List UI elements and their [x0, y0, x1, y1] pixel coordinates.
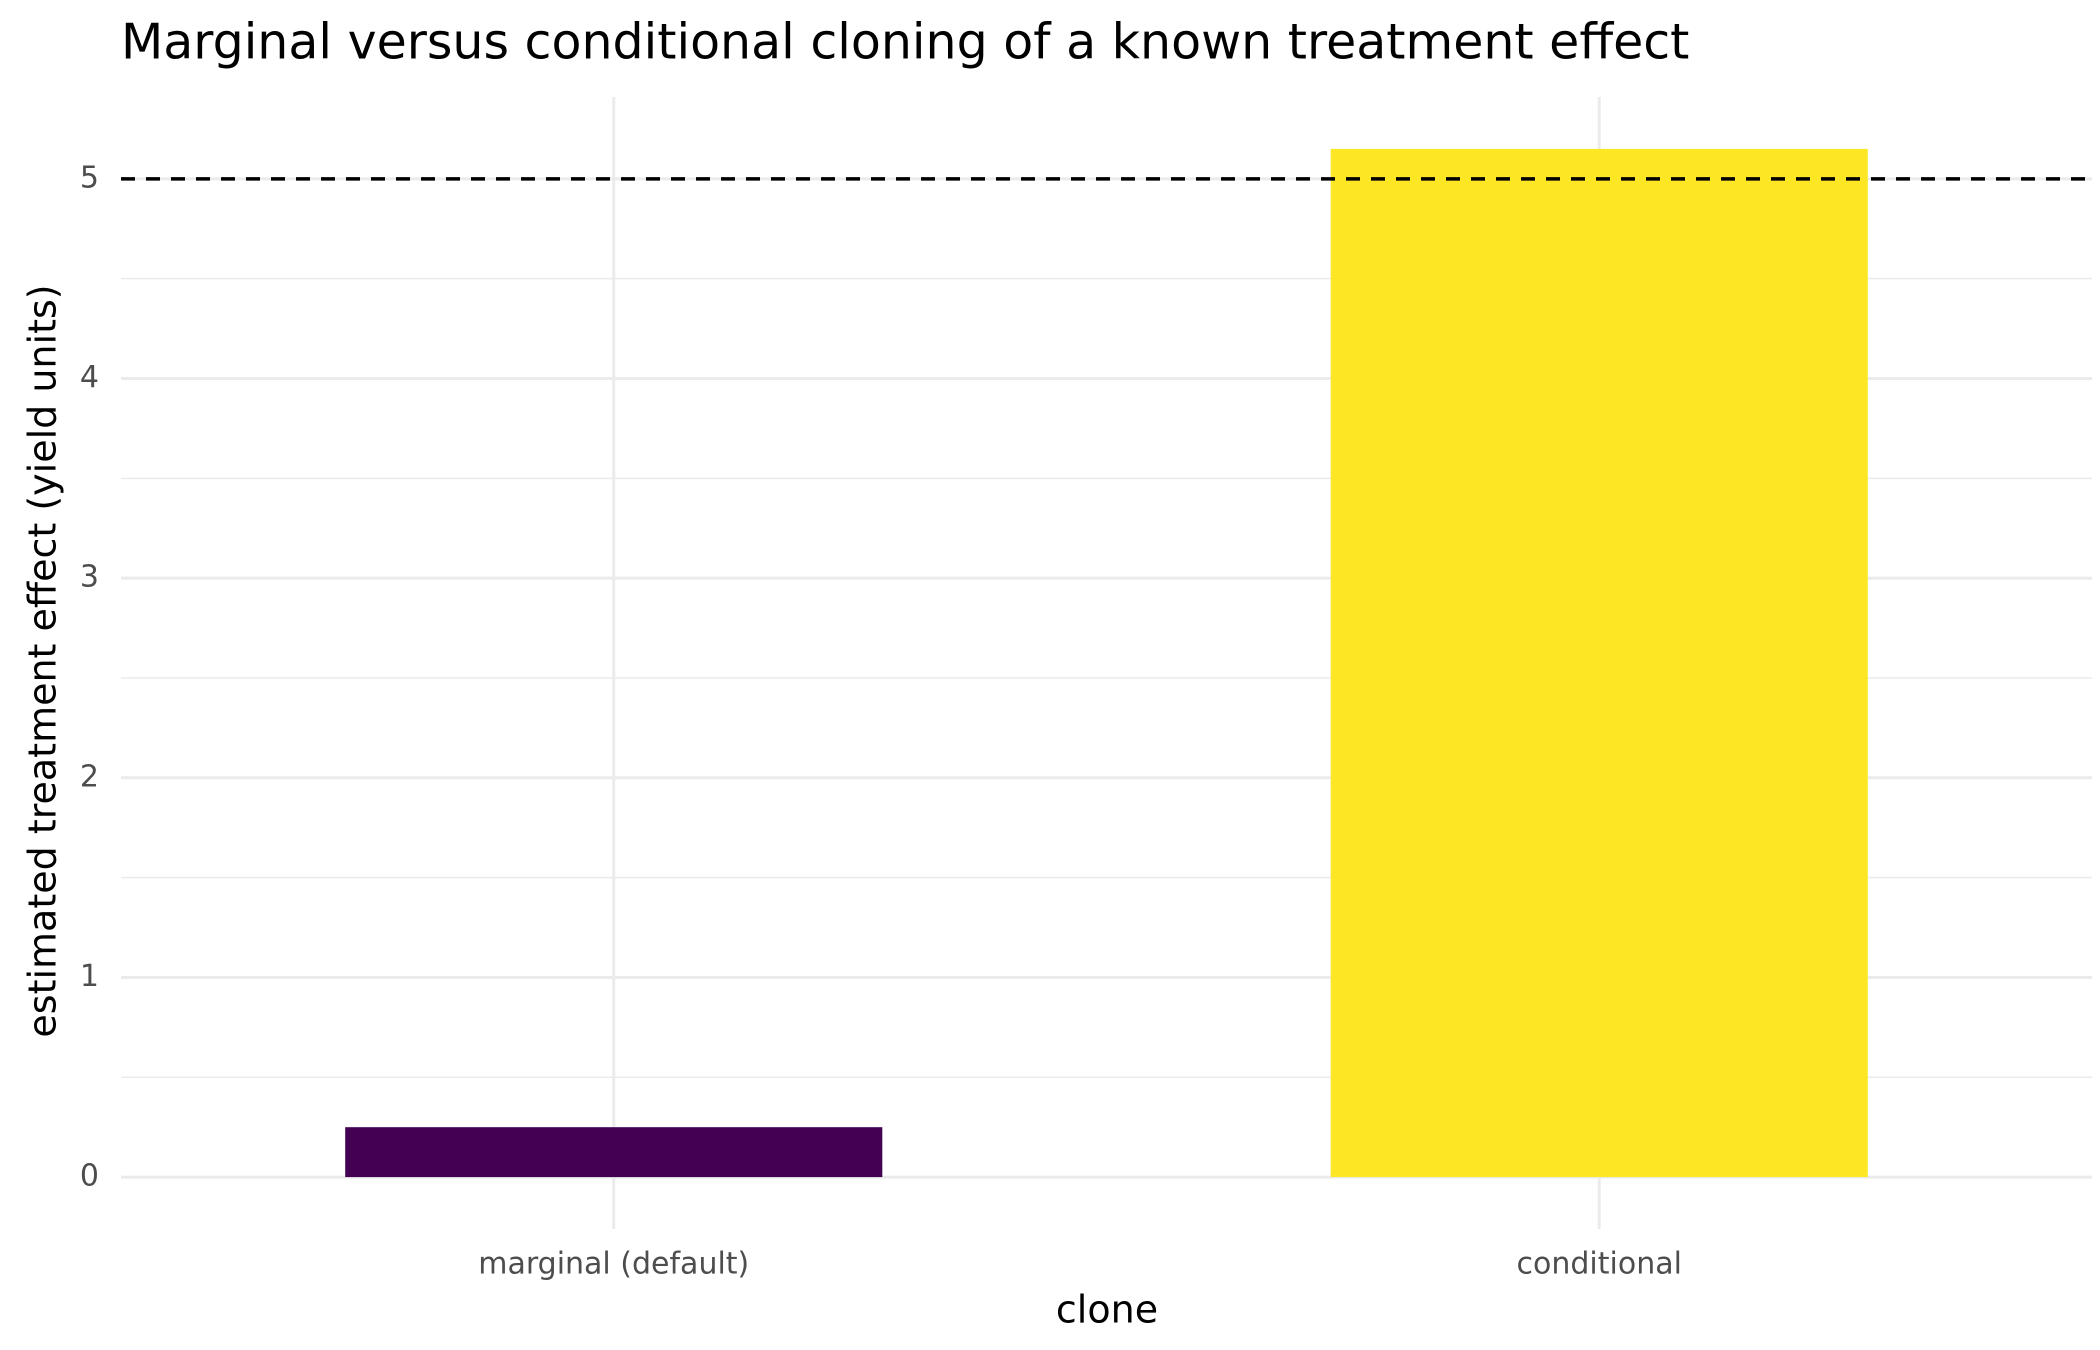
- x-tick-label: marginal (default): [478, 1247, 749, 1282]
- y-tick-label: 3: [80, 560, 99, 595]
- x-tick-label: conditional: [1517, 1247, 1682, 1282]
- y-tick-label: 0: [80, 1159, 99, 1194]
- y-tick-label: 5: [80, 160, 99, 195]
- y-tick-label: 1: [80, 959, 99, 994]
- chart-title: Marginal versus conditional cloning of a…: [121, 14, 1689, 71]
- bar: [1330, 148, 1868, 1178]
- y-tick-label: 2: [80, 759, 99, 794]
- x-axis-title: clone: [1056, 1288, 1158, 1332]
- y-tick-label: 4: [80, 360, 99, 395]
- y-axis-title: estimated treatment effect (yield units): [21, 284, 65, 1037]
- bar: [345, 1127, 883, 1178]
